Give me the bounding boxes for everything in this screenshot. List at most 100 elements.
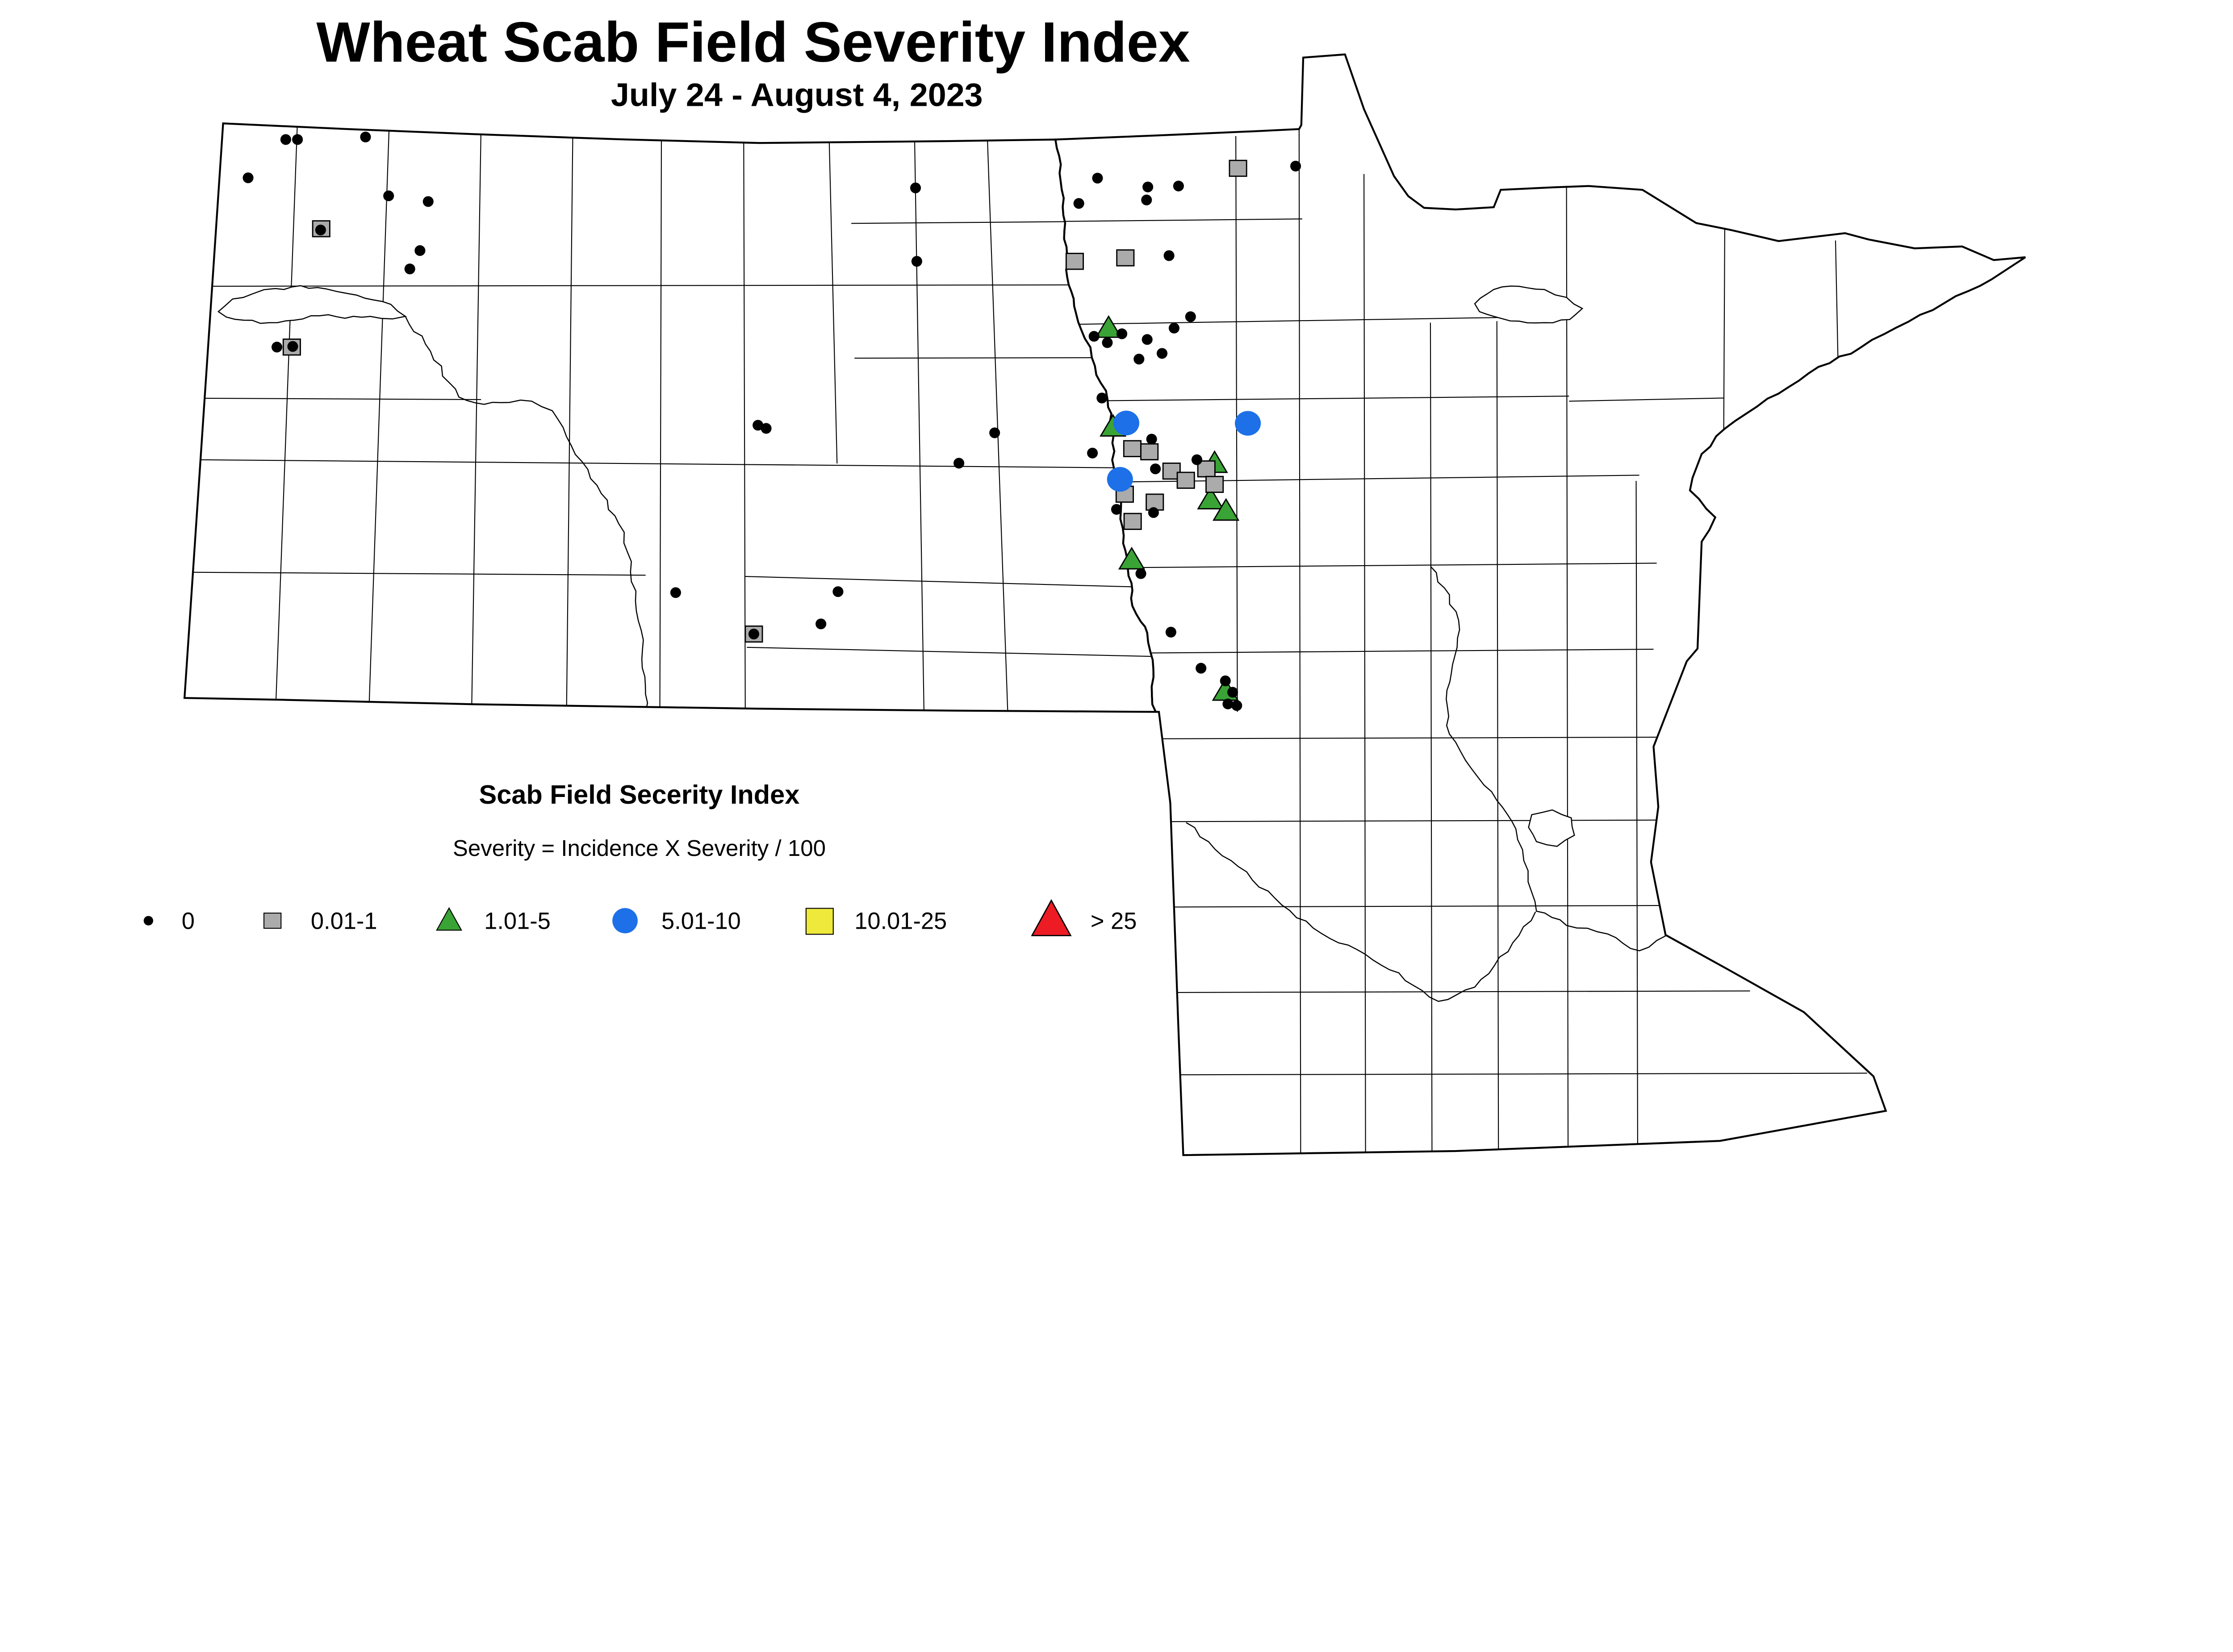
map-marker-dot-0	[1173, 180, 1184, 192]
county-boundary-line	[1298, 126, 1301, 1156]
main-title: Wheat Scab Field Severity Index	[316, 11, 1190, 74]
map-marker-dot-0	[271, 342, 283, 353]
legend-symbol-blue-circle	[612, 908, 638, 934]
legend-label-10-01-25: 10.01-25	[854, 908, 947, 934]
map-marker-dot-0	[989, 427, 1000, 438]
map-marker-dot-0	[1231, 700, 1242, 711]
map-page: Wheat Scab Field Severity Index July 24 …	[143, 11, 2026, 1156]
map-marker-dot-0	[953, 458, 965, 469]
map-marker-circle-5-01-10	[1113, 410, 1140, 436]
legend-label-5-01-10: 5.01-10	[661, 908, 741, 934]
wheat-scab-map: Wheat Scab Field Severity Index July 24 …	[143, 11, 2026, 1156]
map-marker-dot-0	[670, 587, 681, 598]
county-boundary-line	[1057, 649, 1654, 655]
map-marker-circle-5-01-10	[1235, 411, 1261, 436]
map-marker-dot-0	[280, 134, 291, 145]
county-boundary-line	[987, 138, 1009, 712]
map-marker-circle-5-01-10	[1107, 467, 1133, 492]
county-boundary-line	[745, 576, 1156, 588]
map-marker-dot-0	[1133, 354, 1145, 365]
map-marker-dot-0	[1168, 322, 1180, 334]
map-marker-square-0-01-1	[1176, 471, 1195, 489]
map-marker-dot-0	[1146, 434, 1157, 445]
county-boundary-line	[471, 126, 482, 712]
map-marker-dot-0	[1191, 454, 1203, 465]
county-boundary-line	[184, 397, 481, 400]
map-marker-dot-0	[1196, 663, 1207, 674]
minnesota-outline	[1054, 53, 2026, 1156]
county-boundary-line	[914, 138, 925, 712]
map-marker-dot-0	[1142, 334, 1153, 345]
map-marker-dot-0	[1116, 328, 1128, 339]
county-boundary-line	[566, 131, 573, 712]
map-marker-triangle-1-01-5	[1095, 315, 1122, 338]
map-marker-dot-0	[761, 423, 772, 434]
legend-symbol-gray-square	[263, 912, 282, 929]
map-marker-dot-0	[414, 245, 426, 256]
north-dakota-county-lines	[184, 123, 1156, 712]
map-marker-dot-0	[753, 420, 764, 431]
county-boundary-line	[184, 284, 1156, 287]
mississippi-river	[1430, 566, 1666, 951]
legend-symbol-dot	[143, 916, 153, 926]
map-marker-dot-0	[1111, 504, 1122, 515]
map-marker-dot-0	[1073, 198, 1084, 209]
map-marker-dot-0	[1142, 181, 1154, 192]
map-markers	[243, 131, 1301, 711]
legend-symbol-green-triangle	[436, 907, 462, 931]
map-marker-square-0-01-1	[1065, 253, 1084, 270]
map-marker-dot-0	[1102, 337, 1113, 348]
county-boundary-line	[1496, 321, 1499, 1156]
red-lakes	[1474, 285, 1584, 324]
legend-label-0-01-1: 0.01-1	[311, 908, 377, 934]
map-marker-square-0-01-1	[1123, 513, 1142, 530]
county-boundary-line	[184, 572, 646, 576]
county-boundary-line	[1363, 174, 1366, 1156]
map-marker-square-0-01-1	[1116, 249, 1135, 267]
map-marker-dot-0	[292, 134, 303, 145]
map-marker-dot-0	[910, 182, 921, 193]
map-marker-dot-0	[1185, 311, 1196, 322]
legend-symbol-red-triangle	[1031, 899, 1072, 936]
map-marker-dot-0	[748, 629, 759, 640]
county-boundary-line	[747, 647, 1156, 658]
map-marker-dot-0	[360, 131, 371, 142]
north-dakota-fill	[184, 123, 1156, 712]
minnesota-rivers-lakes	[1186, 285, 1666, 1002]
legend-title: Scab Field Secerity Index	[479, 780, 800, 809]
map-marker-dot-0	[287, 341, 298, 352]
county-boundary-line	[828, 138, 838, 464]
county-boundary-line	[1430, 322, 1433, 1156]
map-marker-dot-0	[1150, 463, 1161, 475]
map-marker-dot-0	[815, 618, 827, 630]
map-marker-dot-0	[1220, 675, 1231, 686]
map-marker-triangle-1-01-5	[1118, 546, 1146, 570]
map-marker-dot-0	[422, 196, 434, 207]
map-marker-triangle-1-01-5	[1213, 498, 1240, 521]
map-marker-dot-0	[1165, 626, 1176, 638]
map-marker-square-0-01-1	[1123, 440, 1142, 457]
county-boundary-line	[1566, 187, 1569, 1156]
legend-label-gt-25: > 25	[1091, 908, 1137, 934]
legend-label-1-01-5: 1.01-5	[484, 908, 551, 934]
map-marker-dot-0	[911, 256, 922, 267]
map-marker-dot-0	[383, 190, 394, 201]
county-boundary-line	[1057, 316, 1569, 325]
county-boundary-line	[1569, 397, 1724, 402]
map-marker-dot-0	[1163, 250, 1175, 261]
map-marker-triangle-1-01-5	[1197, 486, 1224, 509]
county-boundary-line	[1057, 218, 1302, 222]
map-marker-dot-0	[1227, 687, 1238, 698]
county-boundary-line	[275, 123, 298, 712]
county-boundary-line	[659, 134, 662, 712]
map-marker-dot-0	[1088, 331, 1100, 342]
county-boundary-line	[368, 123, 390, 712]
map-marker-square-0-01-1	[1205, 476, 1224, 493]
map-marker-square-0-01-1	[1140, 443, 1159, 461]
map-marker-square-0-01-1	[1229, 159, 1247, 177]
county-boundary-line	[1057, 563, 1657, 569]
county-boundary-line	[1057, 475, 1639, 484]
missouri-river	[405, 316, 648, 712]
minnesota-fill	[1055, 54, 2026, 1156]
map-marker-dot-0	[1096, 392, 1108, 404]
